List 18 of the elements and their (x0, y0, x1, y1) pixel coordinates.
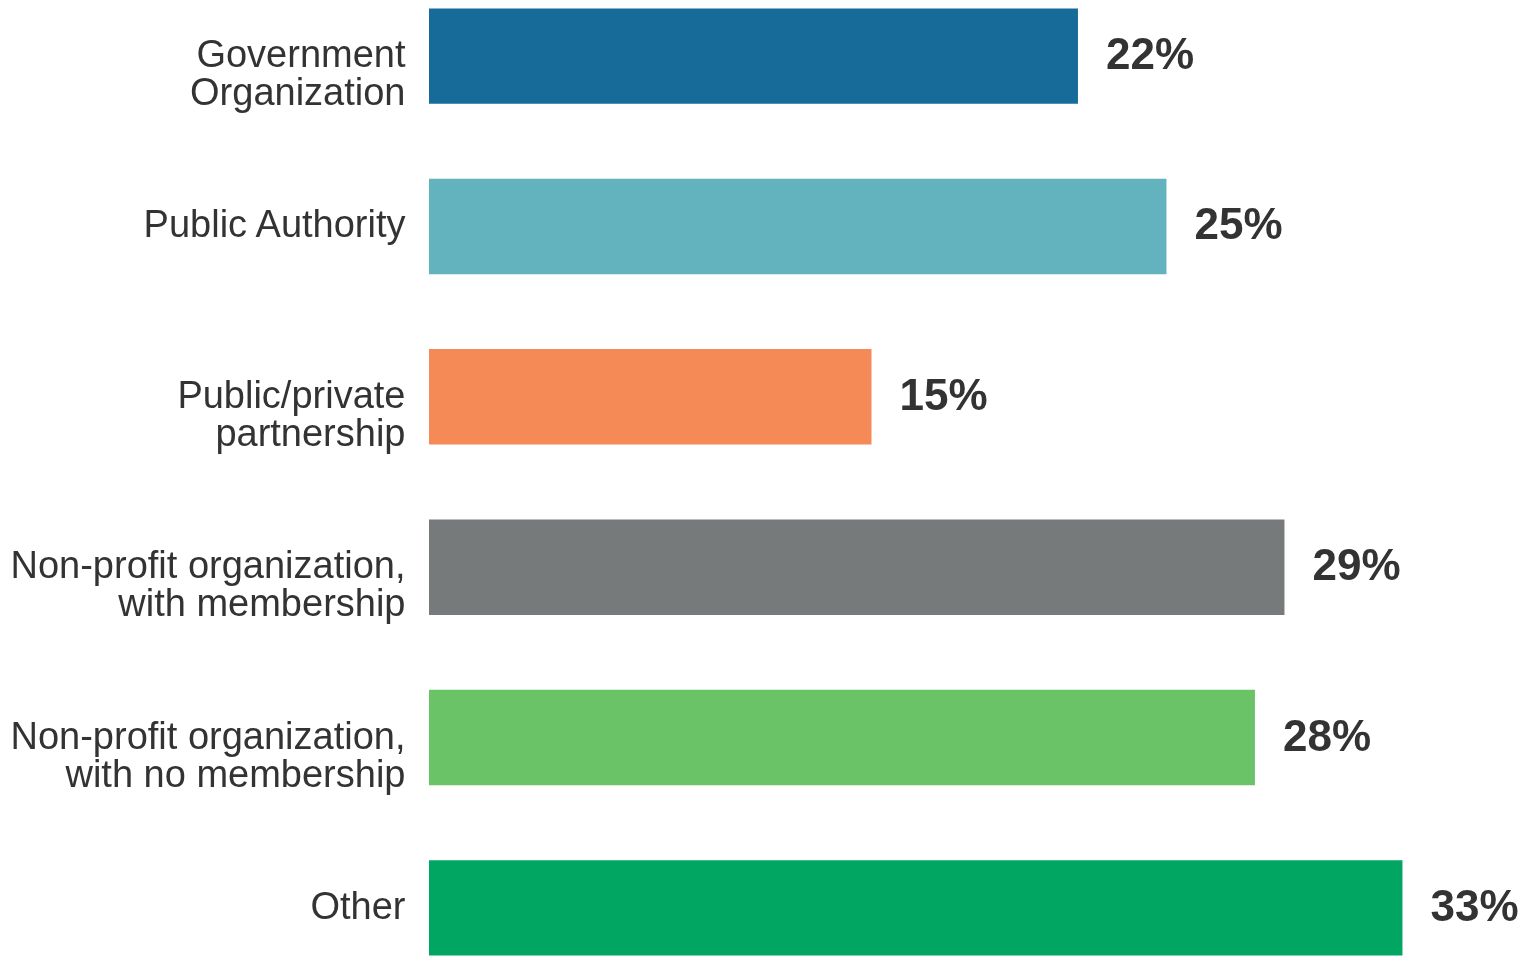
bar (429, 349, 872, 445)
bar (429, 178, 1167, 275)
data-label: 33% (1430, 880, 1519, 930)
y-tick-label: Non-profit organization, with no membership (10, 714, 406, 795)
data-label: 29% (1312, 540, 1401, 590)
y-tick-label: Government Organization (190, 33, 406, 114)
y-tick-label: Public Authority (143, 203, 406, 246)
bar (429, 8, 1078, 104)
y-tick-label: Other (310, 884, 406, 927)
data-label: 22% (1105, 29, 1195, 79)
data-label: 15% (899, 369, 988, 419)
data-label: 25% (1194, 199, 1283, 249)
y-tick-label: Public/private partnership (177, 373, 406, 454)
data-label: 28% (1282, 710, 1372, 760)
bar (429, 860, 1403, 956)
bar (429, 519, 1285, 615)
y-tick-label: Non-profit organization, with membership (10, 544, 406, 625)
bar (429, 689, 1255, 786)
